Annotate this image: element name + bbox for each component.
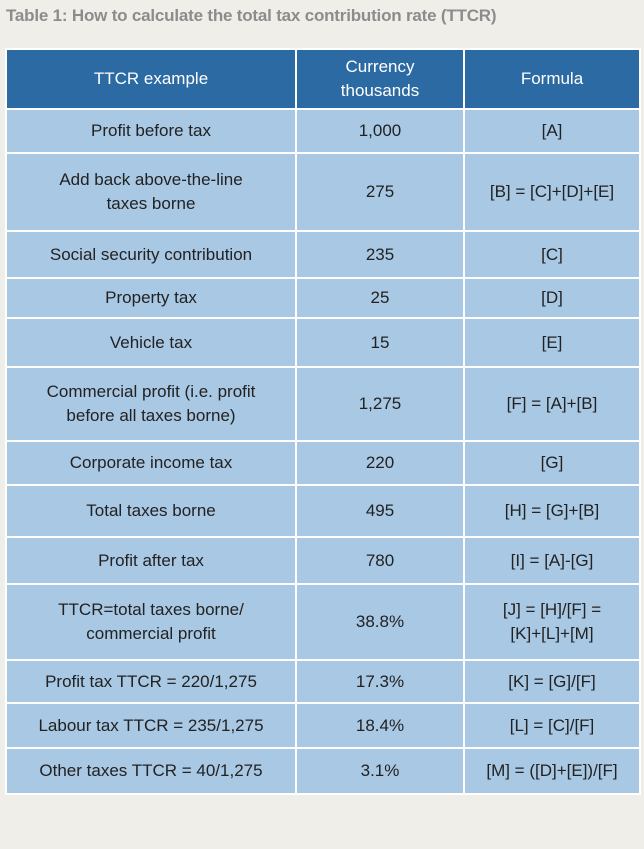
table-cell: [F] = [A]+[B] xyxy=(463,366,641,442)
table-cell: 38.8% xyxy=(295,583,465,661)
table-cell: [K] = [G]/[F] xyxy=(463,659,641,704)
table-cell: 275 xyxy=(295,152,465,232)
table-cell: Other taxes TTCR = 40/1,275 xyxy=(5,747,297,795)
table-cell: Profit before tax xyxy=(5,108,297,154)
table-cell: 235 xyxy=(295,230,465,279)
table-cell: Vehicle tax xyxy=(5,317,297,368)
table-cell: 25 xyxy=(295,277,465,319)
table-row: Corporate income tax 220 [G] xyxy=(5,440,641,486)
table-cell: Profit tax TTCR = 220/1,275 xyxy=(5,659,297,704)
table-row: Profit before tax 1,000 [A] xyxy=(5,108,641,154)
table-cell: Total taxes borne xyxy=(5,484,297,538)
header-cell: Currency thousands xyxy=(295,48,465,110)
table-cell: [L] = [C]/[F] xyxy=(463,702,641,749)
table-cell: [I] = [A]-[G] xyxy=(463,536,641,585)
header-cell: Formula xyxy=(463,48,641,110)
table-cell: [G] xyxy=(463,440,641,486)
table-cell: 15 xyxy=(295,317,465,368)
table-row: Total taxes borne 495 [H] = [G]+[B] xyxy=(5,484,641,538)
table-row: Commercial profit (i.e. profit before al… xyxy=(5,366,641,442)
table-row: Property tax 25 [D] xyxy=(5,277,641,319)
table-cell: Add back above-the-line taxes borne xyxy=(5,152,297,232)
table-row: TTCR=total taxes borne/ commercial profi… xyxy=(5,583,641,661)
table-cell: 1,000 xyxy=(295,108,465,154)
table-cell: Property tax xyxy=(5,277,297,319)
table-row: Other taxes TTCR = 40/1,275 3.1% [M] = ([D… xyxy=(5,747,641,795)
table-cell: [A] xyxy=(463,108,641,154)
ttcr-table: TTCR example Currency thousands Formula Pr… xyxy=(5,48,641,795)
table-cell: [B] = [C]+[D]+[E] xyxy=(463,152,641,232)
table-title: Table 1: How to calculate the total tax … xyxy=(6,6,497,25)
table-cell: Labour tax TTCR = 235/1,275 xyxy=(5,702,297,749)
table-cell: [D] xyxy=(463,277,641,319)
table-cell: 780 xyxy=(295,536,465,585)
table-cell: 495 xyxy=(295,484,465,538)
table-cell: TTCR=total taxes borne/ commercial profi… xyxy=(5,583,297,661)
table-row: Labour tax TTCR = 235/1,275 18.4% [L] = [C… xyxy=(5,702,641,749)
table-cell: 17.3% xyxy=(295,659,465,704)
table-cell: [C] xyxy=(463,230,641,279)
table-cell: Profit after tax xyxy=(5,536,297,585)
table-cell: [E] xyxy=(463,317,641,368)
table-cell: [J] = [H]/[F] = [K]+[L]+[M] xyxy=(463,583,641,661)
table-cell: 1,275 xyxy=(295,366,465,442)
table-cell: Corporate income tax xyxy=(5,440,297,486)
table-cell: 3.1% xyxy=(295,747,465,795)
table-row: Social security contribution 235 [C] xyxy=(5,230,641,279)
table-cell: 18.4% xyxy=(295,702,465,749)
table-row: Vehicle tax 15 [E] xyxy=(5,317,641,368)
table-row: Add back above-the-line taxes borne 275 [B… xyxy=(5,152,641,232)
table-row: Profit tax TTCR = 220/1,275 17.3% [K] = [G… xyxy=(5,659,641,704)
header-cell: TTCR example xyxy=(5,48,297,110)
table-cell: [H] = [G]+[B] xyxy=(463,484,641,538)
table-cell: Commercial profit (i.e. profit before al… xyxy=(5,366,297,442)
table-row: Profit after tax 780 [I] = [A]-[G] xyxy=(5,536,641,585)
table-cell: 220 xyxy=(295,440,465,486)
table-cell: [M] = ([D]+[E])/[F] xyxy=(463,747,641,795)
table-cell: Social security contribution xyxy=(5,230,297,279)
table-body: Profit before tax 1,000 [A] Add back above-… xyxy=(5,108,641,795)
header-row: TTCR example Currency thousands Formula xyxy=(5,48,641,110)
